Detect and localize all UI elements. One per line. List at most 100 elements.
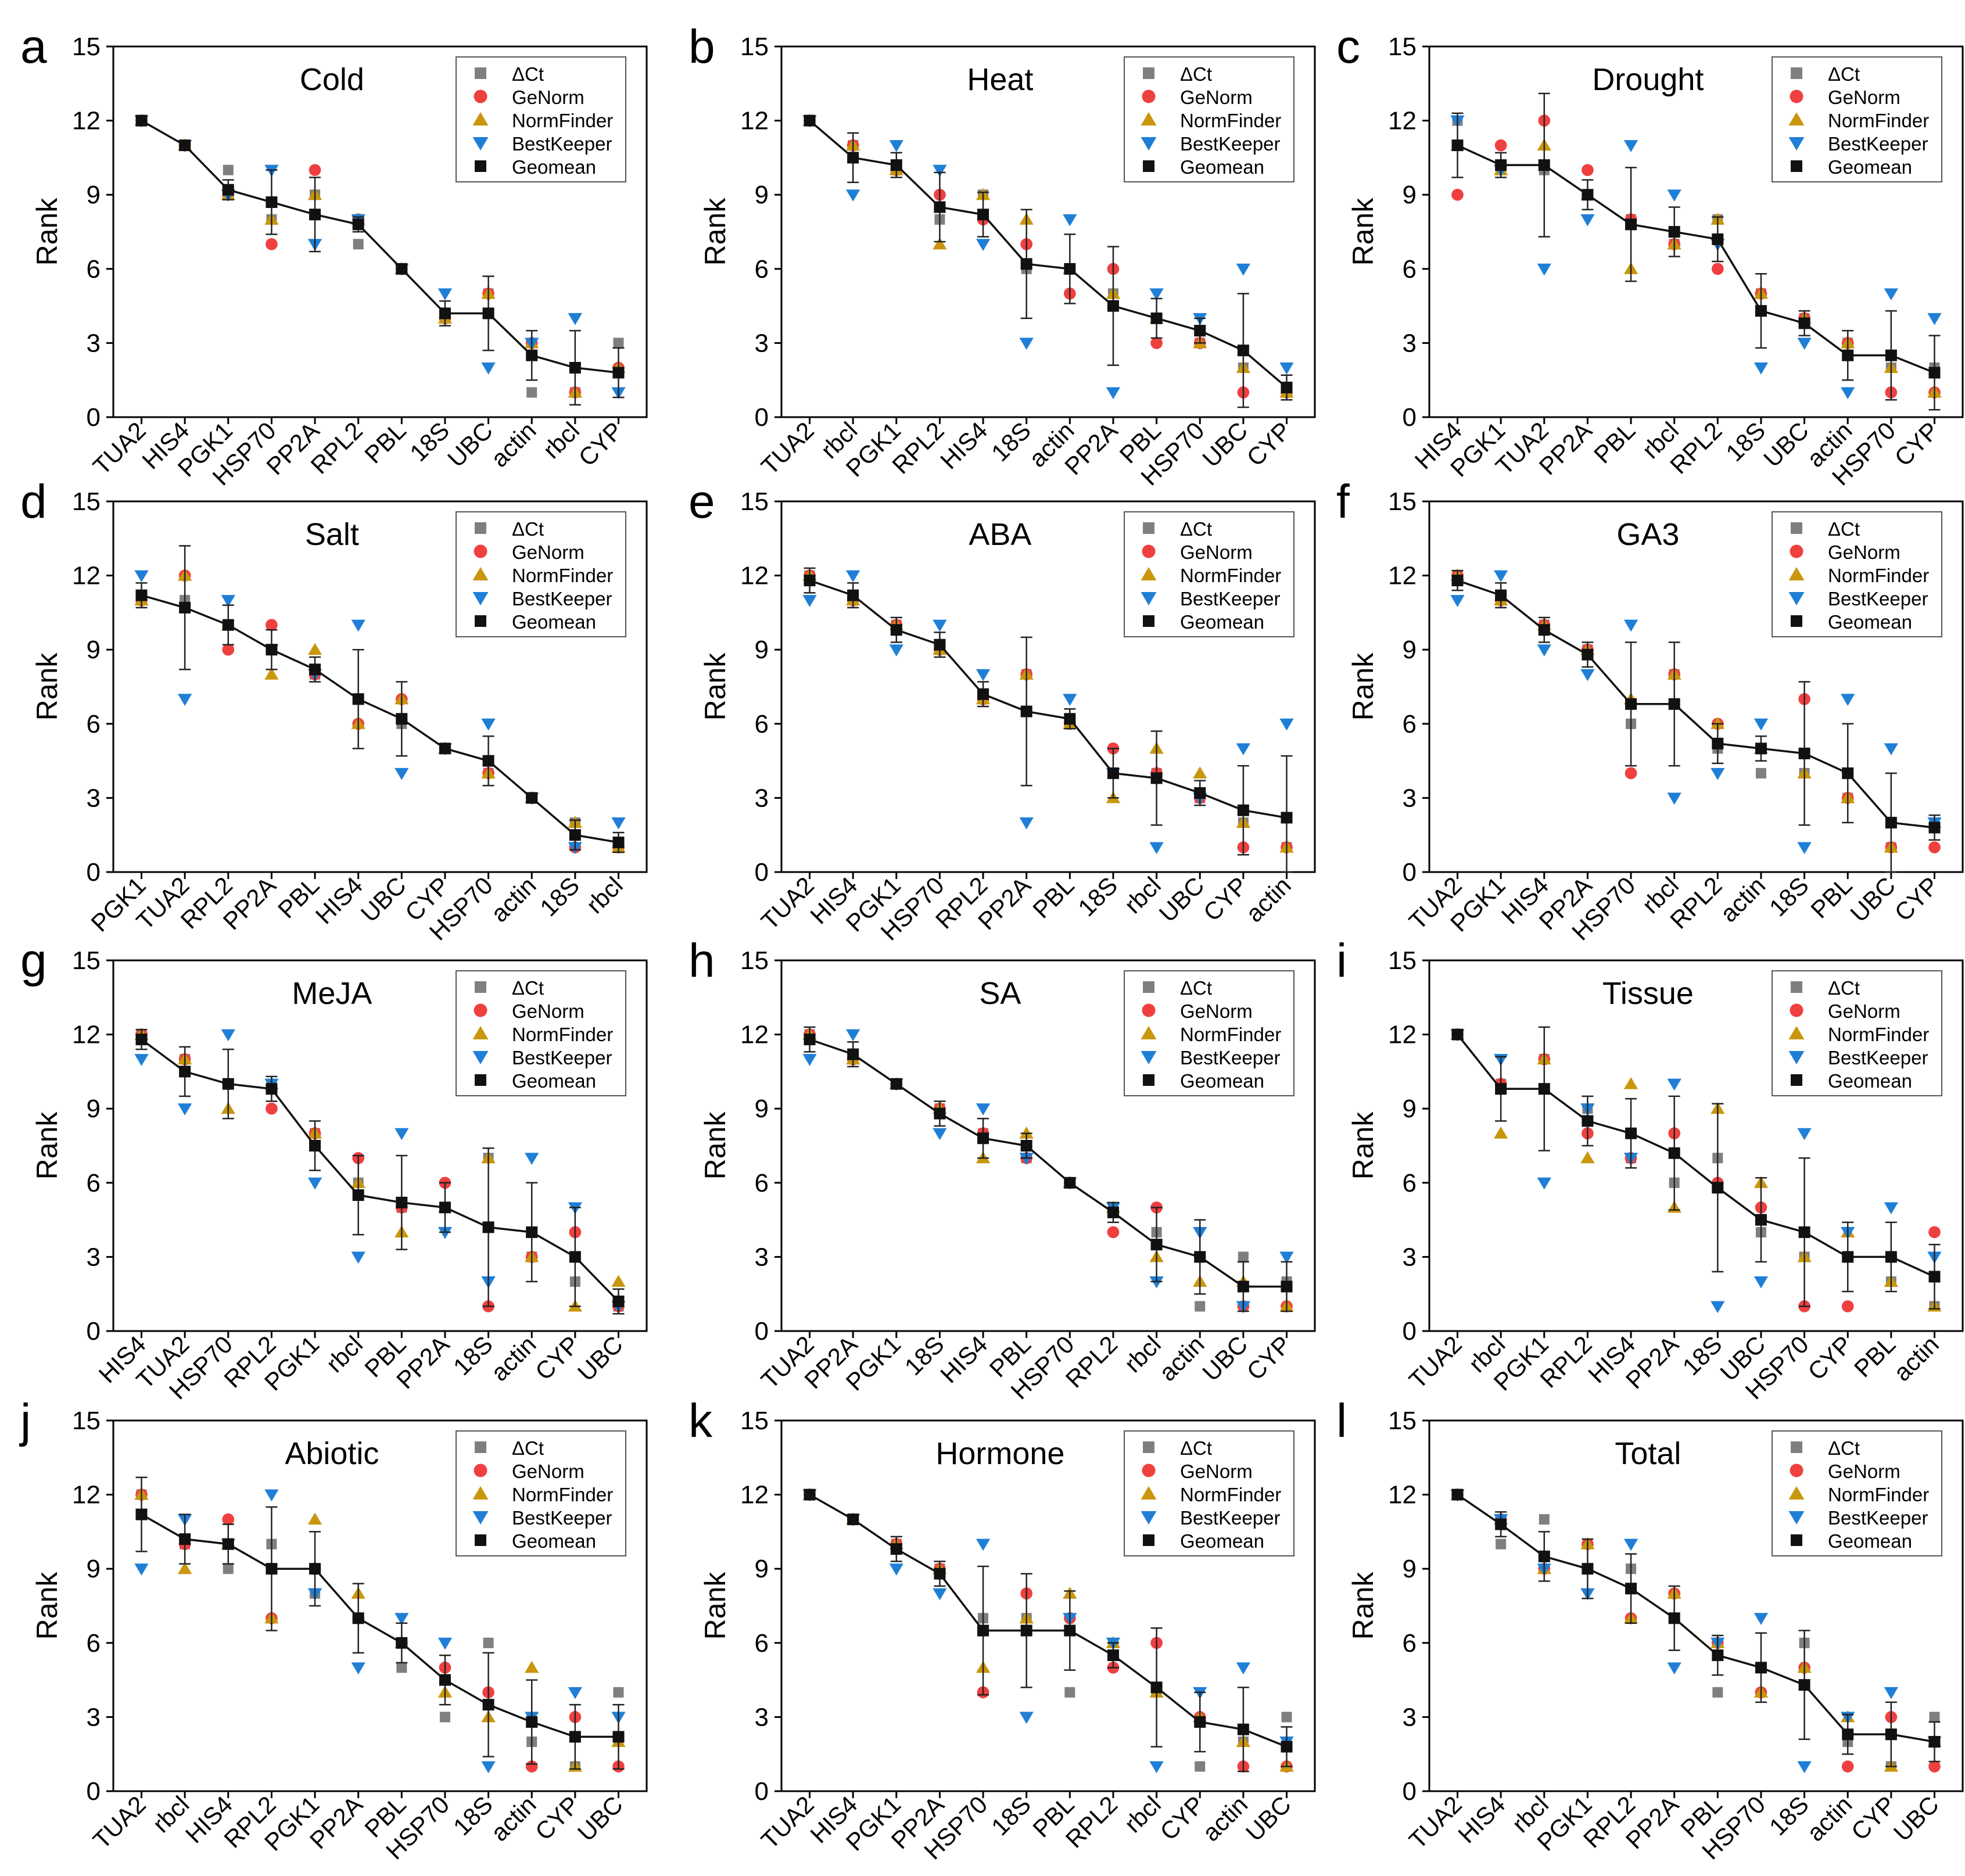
legend-marker-bestkeeper — [1788, 1051, 1805, 1064]
bestkeeper-point — [845, 570, 860, 583]
geomean-point — [1625, 1583, 1637, 1595]
legend-label: ΔCt — [1828, 63, 1860, 85]
deltact-point — [526, 387, 537, 398]
legend-marker-bestkeeper — [1141, 1051, 1157, 1064]
genorm-point — [1928, 1760, 1941, 1773]
bestkeeper-point — [889, 1563, 903, 1576]
geomean-point — [1107, 767, 1119, 779]
geomean-line — [1457, 1494, 1935, 1743]
bestkeeper-point — [1667, 792, 1681, 805]
geomean-point — [1020, 1140, 1032, 1152]
legend-marker-geomean — [475, 615, 486, 627]
legend-marker-normfinder — [472, 1486, 489, 1500]
y-tick-label: 15 — [740, 487, 769, 516]
y-tick-label: 15 — [72, 1407, 101, 1435]
bestkeeper-point — [845, 1029, 860, 1042]
geomean-point — [1107, 300, 1119, 312]
bestkeeper-point — [1019, 817, 1034, 830]
x-tick-label: UBC — [572, 1330, 628, 1386]
legend-label: NormFinder — [512, 1024, 613, 1045]
x-tick-label: UBC — [1154, 871, 1210, 927]
bestkeeper-point — [976, 239, 991, 251]
deltact-point — [613, 1687, 624, 1698]
geomean-point — [1064, 1176, 1076, 1189]
geomean-point — [1194, 325, 1206, 337]
x-tick-label: actin — [486, 1330, 542, 1386]
geomean-point — [804, 114, 816, 127]
legend-marker-genorm — [1790, 89, 1803, 103]
geomean-point — [1538, 1550, 1550, 1562]
bestkeeper-point — [264, 1489, 279, 1502]
legend-label: ΔCt — [1828, 1437, 1860, 1459]
y-tick-label: 15 — [1388, 487, 1417, 516]
geomean-point — [1150, 772, 1163, 784]
geomean-point — [309, 1140, 321, 1152]
legend-label: ΔCt — [1828, 518, 1860, 540]
chart-title: Abiotic — [285, 1436, 379, 1471]
geomean-point — [1538, 624, 1550, 636]
x-tick-label: CYP — [530, 1791, 585, 1845]
geomean-point — [977, 688, 989, 700]
legend-label: BestKeeper — [512, 133, 612, 155]
bestkeeper-point — [976, 669, 991, 681]
y-tick-label: 9 — [87, 636, 101, 664]
legend-label: ΔCt — [512, 1437, 544, 1459]
legend-label: BestKeeper — [1828, 133, 1928, 155]
y-tick-label: 15 — [72, 487, 101, 516]
geomean-point — [1842, 1728, 1854, 1741]
x-tick-label: UBC — [1845, 871, 1901, 927]
geomean-point — [1194, 1251, 1206, 1263]
geomean-point — [222, 1538, 234, 1550]
geomean-point — [1538, 159, 1550, 171]
geomean-point — [1020, 258, 1032, 270]
geomean-point — [135, 1508, 148, 1520]
geomean-point — [1712, 1649, 1724, 1662]
geomean-point — [1237, 345, 1249, 357]
normfinder-point — [1019, 1127, 1034, 1139]
geomean-point — [1064, 263, 1076, 275]
bestkeeper-point — [1019, 338, 1034, 350]
geomean-point — [135, 589, 148, 601]
legend-marker-bestkeeper — [1141, 1511, 1157, 1525]
bestkeeper-point — [1279, 1251, 1294, 1264]
legend-marker-bestkeeper — [472, 592, 489, 605]
x-tick-label: UBC — [356, 871, 411, 927]
y-tick-label: 3 — [87, 1703, 101, 1731]
panel-letter: i — [1336, 934, 1347, 987]
x-tick-label: RPL2 — [1665, 871, 1727, 934]
geomean-point — [309, 1563, 321, 1575]
geomean-point — [1625, 1127, 1637, 1139]
legend-marker-bestkeeper — [472, 137, 489, 150]
y-tick-label: 6 — [87, 1169, 101, 1197]
panel-letter: c — [1336, 20, 1360, 73]
x-tick-label: actin — [486, 417, 542, 472]
plot-frame — [1428, 959, 1964, 1332]
normfinder-point — [307, 1512, 322, 1525]
legend-label: ΔCt — [1828, 977, 1860, 999]
legend-label: Geomean — [1180, 1070, 1264, 1092]
bestkeeper-point — [1754, 1276, 1769, 1289]
legend-label: GeNorm — [1828, 87, 1901, 108]
legend-label: ΔCt — [1180, 1437, 1212, 1459]
genorm-point — [222, 643, 235, 656]
chart-title: GA3 — [1616, 517, 1679, 552]
bestkeeper-point — [1537, 1177, 1551, 1190]
legend-label: NormFinder — [512, 110, 613, 131]
bestkeeper-point — [1019, 1153, 1034, 1165]
legend-marker-deltact — [1791, 67, 1802, 79]
legend-label: BestKeeper — [1828, 588, 1928, 609]
bestkeeper-point — [933, 1588, 947, 1601]
x-tick-label: 18S — [1677, 1330, 1727, 1380]
bestkeeper-point — [525, 1153, 539, 1165]
x-tick-label: CYP — [1242, 417, 1296, 471]
x-tick-label: HIS4 — [935, 417, 992, 474]
genorm-point — [309, 164, 321, 177]
geomean-point — [439, 307, 451, 320]
geomean-point — [1755, 1662, 1767, 1674]
deltact-point — [1539, 1514, 1550, 1525]
geomean-point — [977, 1132, 989, 1145]
geomean-point — [1237, 1280, 1249, 1293]
